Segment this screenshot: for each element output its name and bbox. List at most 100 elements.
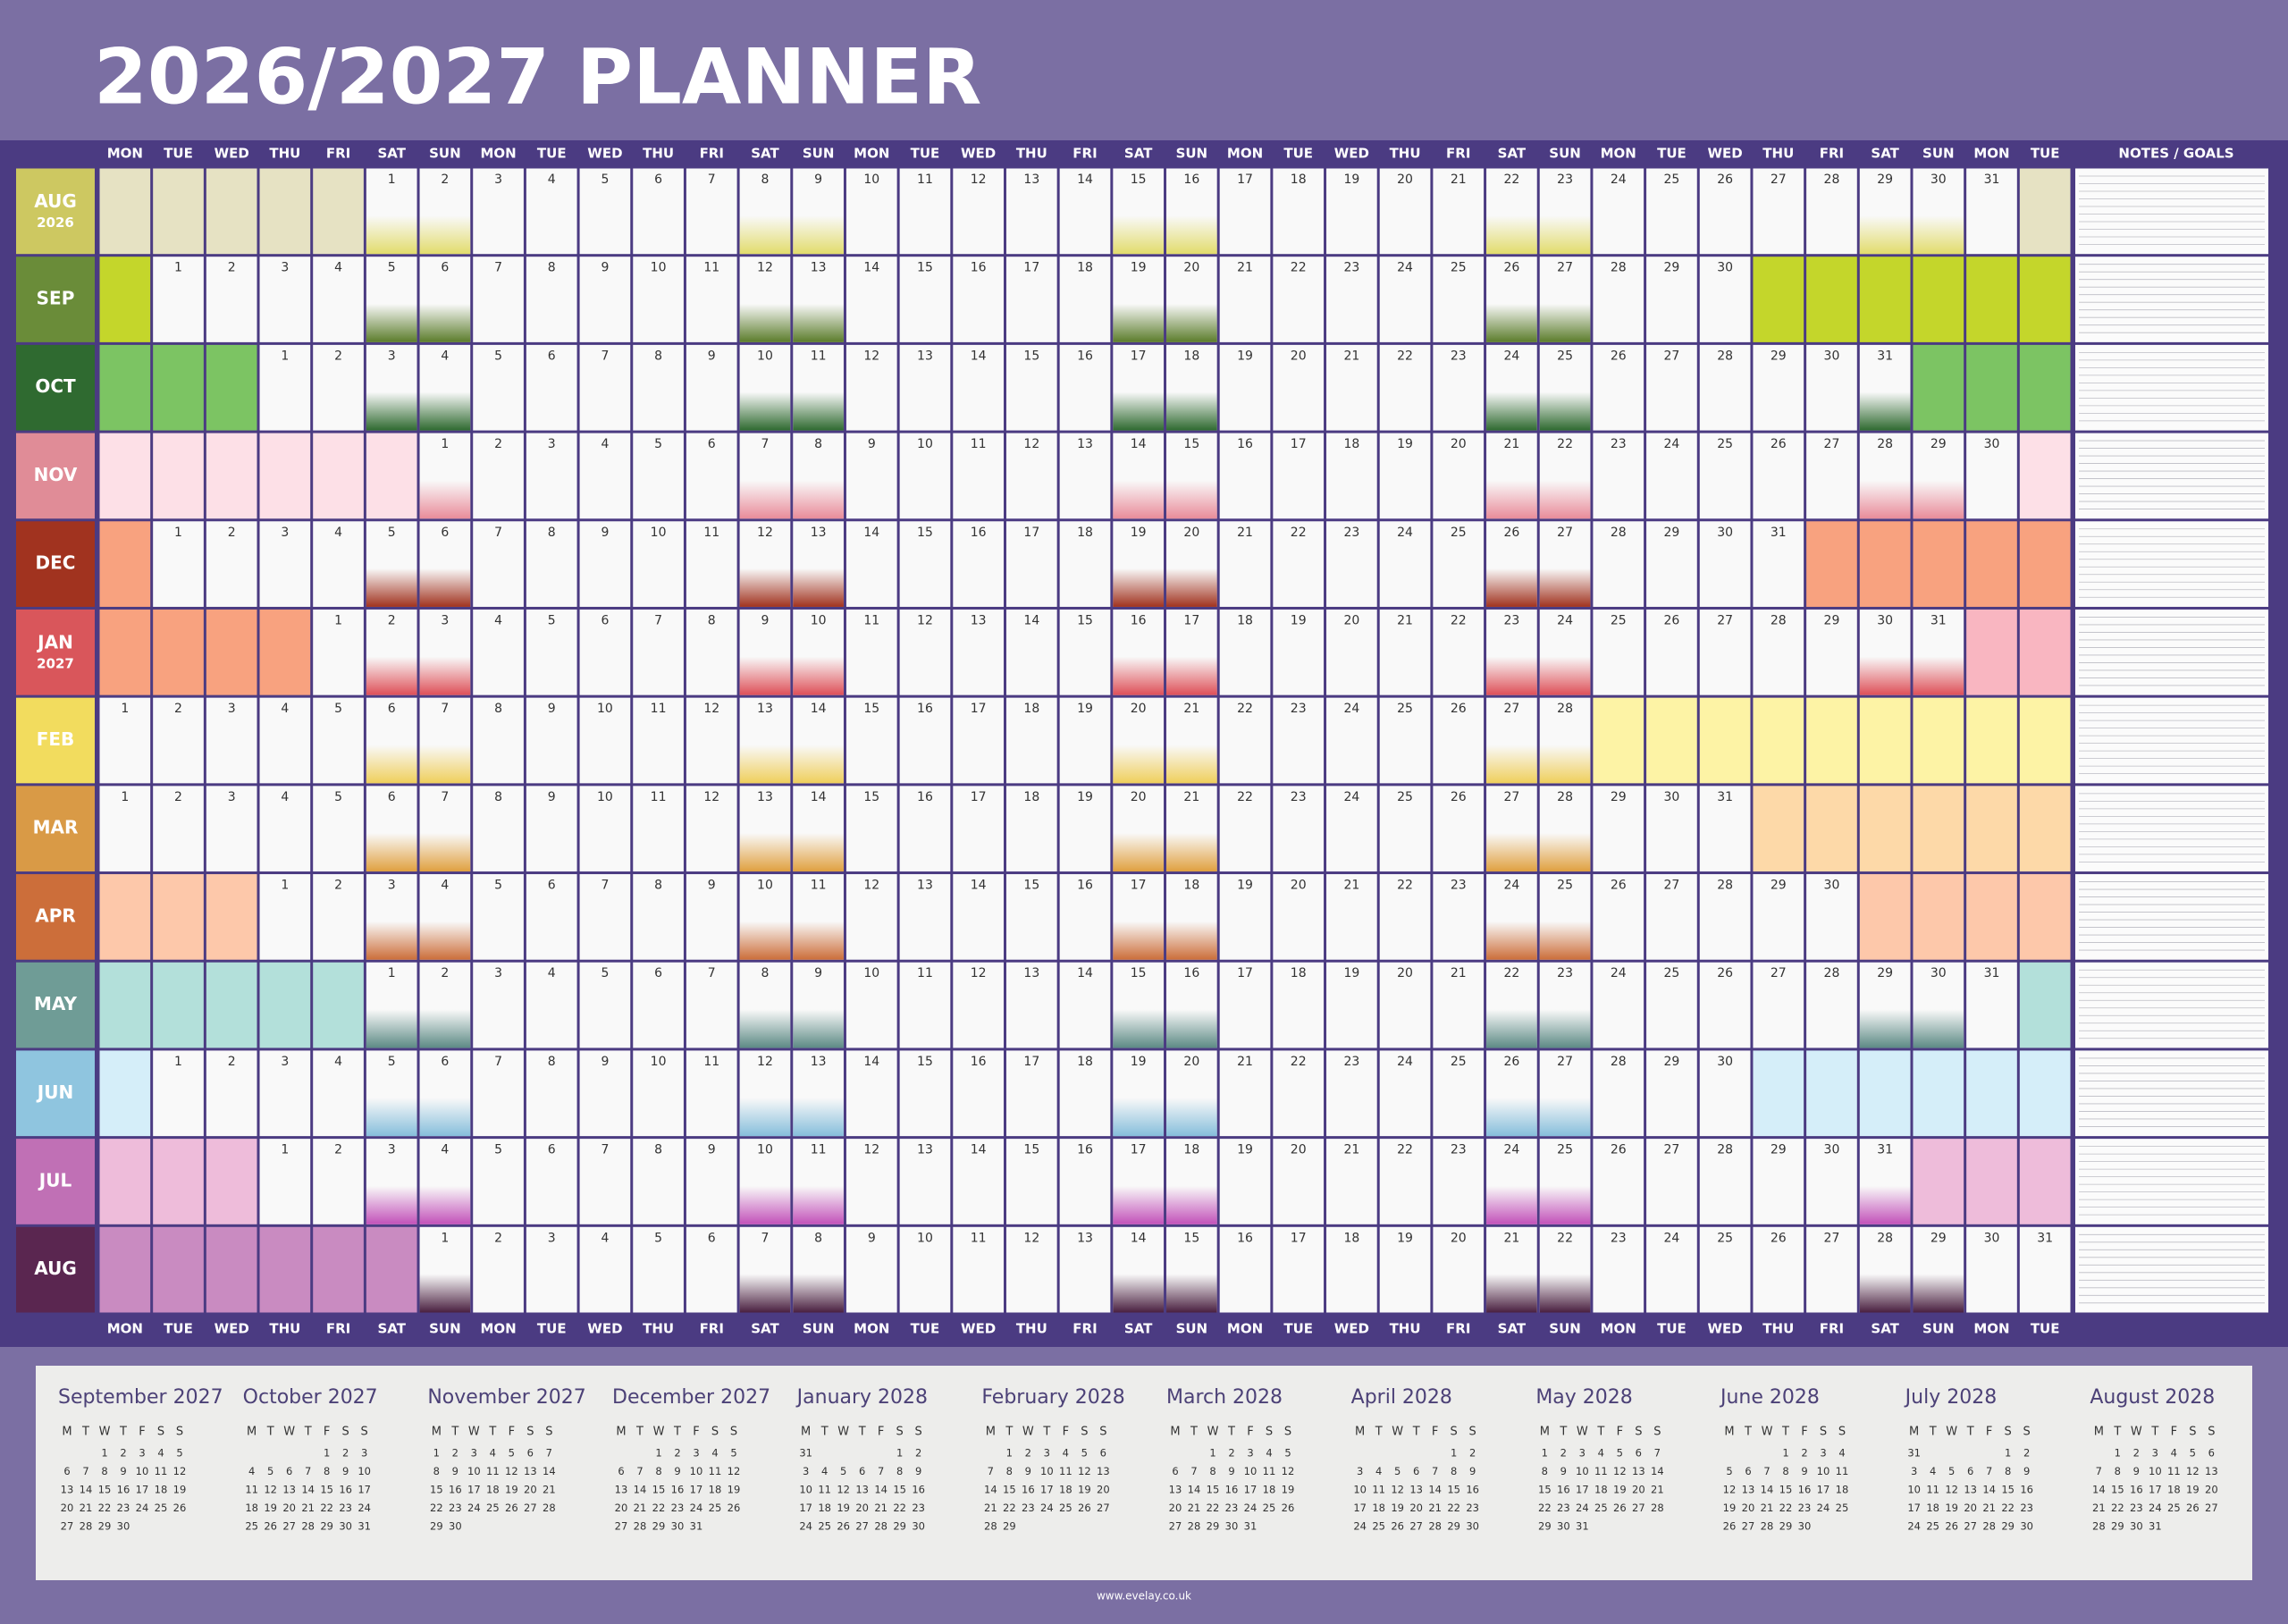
day-number: 1 (281, 1143, 289, 1157)
mini-day: 2 (1025, 1447, 1031, 1460)
day-cell (473, 257, 524, 342)
weekday-label: TUE (164, 1321, 193, 1337)
mini-day: 16 (449, 1484, 462, 1496)
day-cell (1433, 609, 1485, 695)
mini-day: 10 (799, 1484, 812, 1496)
mini-day: 31 (690, 1520, 703, 1533)
day-cell (1593, 609, 1644, 695)
day-number: 2 (441, 966, 449, 980)
weekday-label: MON (1601, 1321, 1636, 1337)
weekend-shade (1486, 656, 1537, 695)
day-cell (1219, 168, 1271, 255)
weekend-shade (1486, 303, 1537, 342)
weekend-shade (1859, 1009, 1911, 1048)
weekday-label: FRI (1820, 146, 1844, 162)
mini-day: 9 (1560, 1465, 1567, 1477)
weekend-shade (739, 833, 791, 872)
mini-day: 15 (1538, 1484, 1552, 1496)
day-number: 1 (441, 1231, 449, 1245)
mini-day: 1 (324, 1447, 330, 1460)
mini-day: 13 (2205, 1465, 2218, 1477)
mini-day: 16 (1466, 1484, 1479, 1496)
mini-day: 13 (1097, 1465, 1110, 1477)
day-number: 12 (757, 1055, 773, 1069)
mini-day: 15 (893, 1484, 906, 1496)
day-cell (1966, 168, 2017, 255)
mini-weekday: S (2189, 1426, 2196, 1439)
day-cell (1806, 962, 1857, 1048)
day-cell (686, 1050, 737, 1137)
mini-day: 11 (709, 1465, 722, 1477)
mini-day: 6 (618, 1465, 624, 1477)
notes-cell (2075, 1139, 2268, 1224)
day-number: 26 (1717, 966, 1733, 980)
mini-day: 7 (305, 1465, 311, 1477)
day-number: 20 (1131, 790, 1147, 804)
day-number: 15 (1183, 437, 1199, 451)
mini-day: 2 (674, 1447, 680, 1460)
notes-cell (2075, 433, 2268, 519)
mini-day: 15 (1447, 1484, 1460, 1496)
mini-day: 28 (301, 1520, 315, 1533)
day-cell (1433, 1226, 1485, 1313)
day-number: 7 (761, 1231, 769, 1245)
day-cell (686, 786, 737, 872)
day-number: 26 (1611, 349, 1627, 363)
day-cell (206, 1050, 257, 1137)
mini-day: 31 (1244, 1520, 1258, 1533)
day-cell (579, 609, 631, 695)
day-number: 4 (494, 613, 502, 627)
mini-weekday: T (635, 1426, 644, 1439)
weekend-shade (1859, 1274, 1911, 1313)
weekday-label: SAT (751, 1321, 779, 1337)
mini-day: 28 (1188, 1520, 1201, 1533)
empty-cell (1966, 874, 2017, 960)
day-number: 13 (1077, 1231, 1093, 1245)
weekday-label: WED (1334, 1321, 1369, 1337)
day-number: 27 (1717, 613, 1733, 627)
day-cell (899, 1226, 951, 1313)
mini-weekday: W (1022, 1426, 1034, 1439)
day-cell (313, 344, 364, 431)
weekend-shade (1539, 1009, 1591, 1048)
day-cell (686, 1139, 737, 1224)
day-cell (1753, 1226, 1804, 1313)
mini-day: 28 (984, 1520, 997, 1533)
mini-day: 3 (2152, 1447, 2158, 1460)
day-cell (526, 962, 577, 1048)
day-number: 30 (1717, 1055, 1733, 1069)
day-number: 1 (334, 613, 342, 627)
day-number: 10 (651, 261, 667, 275)
mini-day: 6 (859, 1465, 865, 1477)
day-number: 10 (917, 1231, 933, 1245)
weekend-shade (793, 568, 844, 607)
day-number: 24 (1397, 261, 1413, 275)
day-number: 13 (757, 702, 773, 716)
mini-day: 14 (1982, 1484, 1996, 1496)
day-number: 17 (1237, 172, 1253, 187)
mini-day: 21 (2092, 1502, 2106, 1514)
empty-cell (259, 168, 311, 255)
weekend-shade (366, 833, 417, 872)
month-label: JUN (36, 1081, 73, 1103)
mini-day: 26 (1945, 1520, 1958, 1533)
weekday-label: TUE (537, 1321, 567, 1337)
weekend-shade (419, 1274, 471, 1313)
day-number: 30 (1824, 349, 1840, 363)
day-number: 9 (708, 879, 716, 893)
mini-day: 12 (1391, 1484, 1404, 1496)
mini-weekday: S (730, 1426, 737, 1439)
day-number: 27 (1503, 702, 1519, 716)
month-label: OCT (35, 375, 76, 397)
day-number: 20 (1451, 1231, 1467, 1245)
day-number: 3 (494, 172, 502, 187)
weekend-shade (1486, 1185, 1537, 1224)
empty-cell (153, 168, 204, 255)
weekend-shade (1166, 568, 1217, 607)
day-number: 11 (971, 437, 987, 451)
mini-day: 16 (671, 1484, 685, 1496)
mini-day: 14 (80, 1484, 93, 1496)
mini-day: 1 (101, 1447, 107, 1460)
mini-day: 20 (1632, 1484, 1645, 1496)
weekday-label: THU (1762, 1321, 1794, 1337)
